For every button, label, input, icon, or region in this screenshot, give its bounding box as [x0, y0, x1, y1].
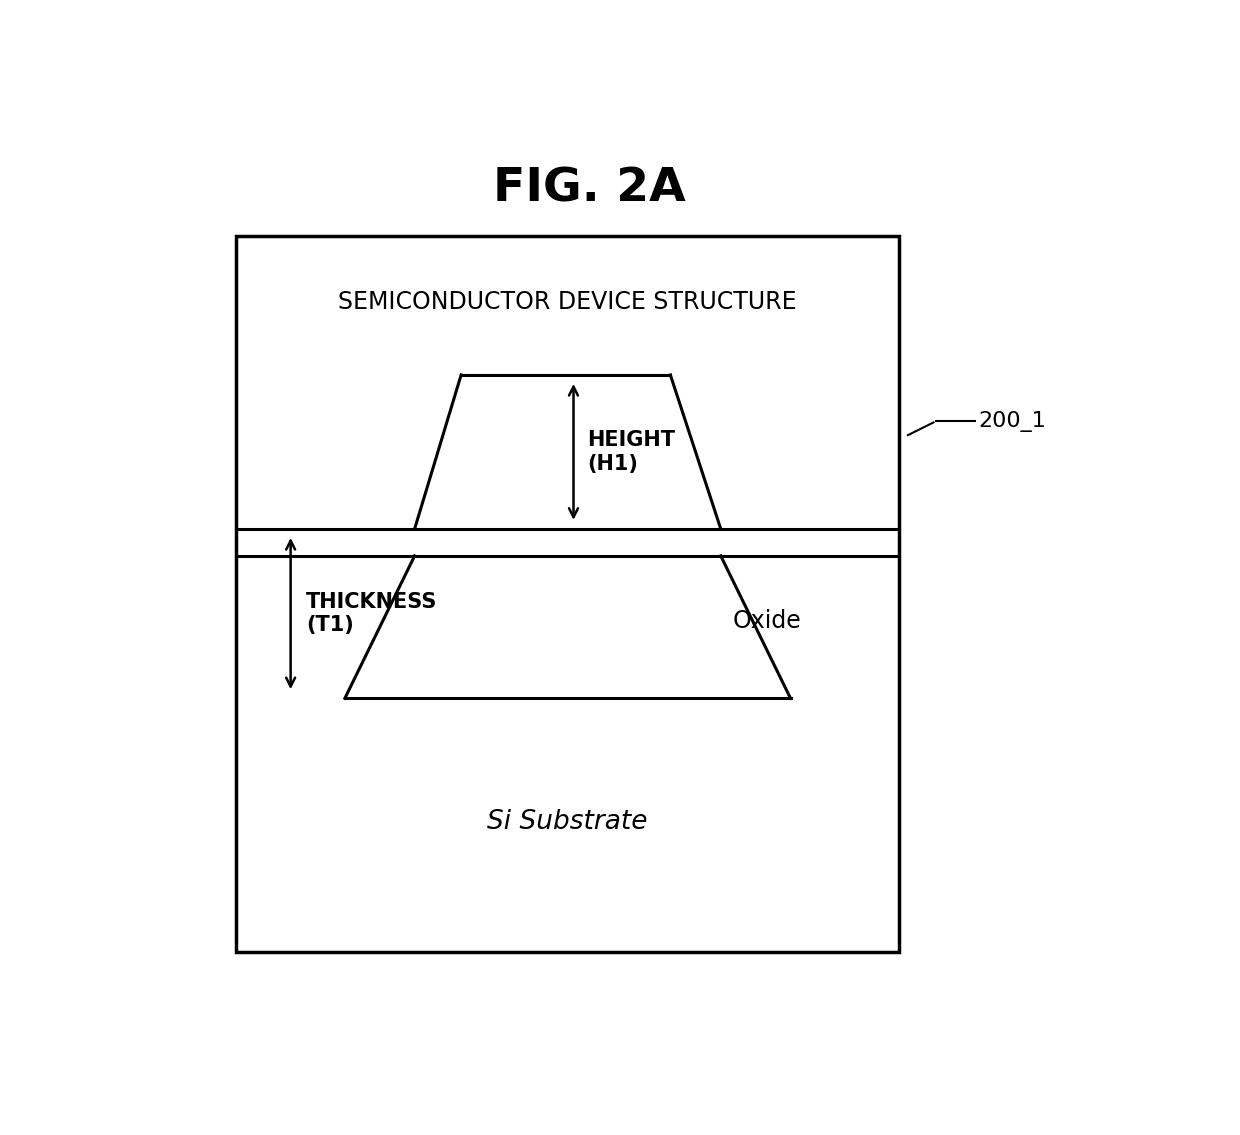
Text: THICKNESS
(T1): THICKNESS (T1) — [306, 592, 438, 636]
Text: SEMICONDUCTOR DEVICE STRUCTURE: SEMICONDUCTOR DEVICE STRUCTURE — [339, 289, 796, 313]
Text: Si Substrate: Si Substrate — [487, 808, 647, 834]
Text: Oxide: Oxide — [733, 609, 801, 633]
Text: 200_1: 200_1 — [978, 411, 1047, 431]
Bar — [237, 236, 899, 952]
Text: FIG. 2A: FIG. 2A — [492, 166, 686, 211]
Text: HEIGHT
(H1): HEIGHT (H1) — [588, 430, 676, 473]
Polygon shape — [414, 375, 720, 529]
Polygon shape — [345, 556, 791, 698]
